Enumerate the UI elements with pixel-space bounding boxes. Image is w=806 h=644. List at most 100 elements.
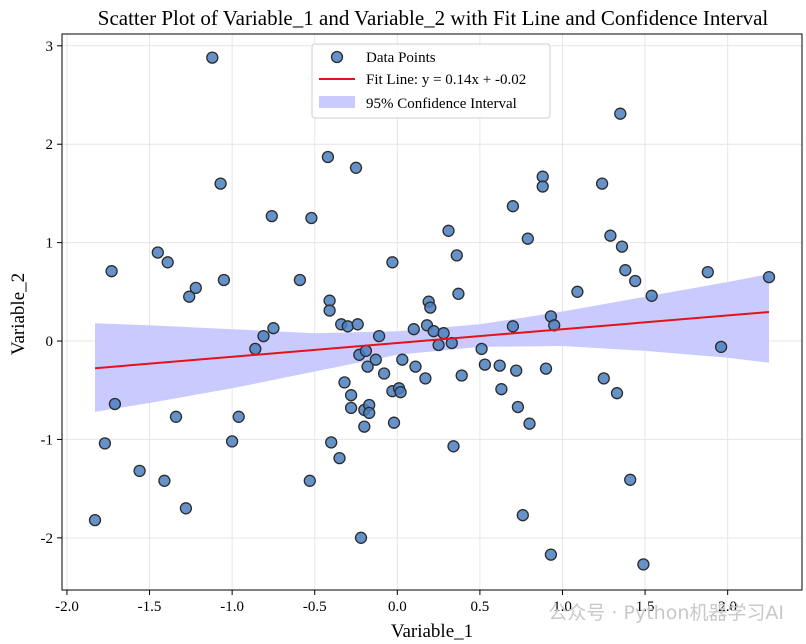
y-tick-label: 2 [46, 137, 54, 153]
data-point [450, 249, 463, 262]
data-point [293, 273, 307, 287]
x-tick-label: -2.0 [55, 599, 79, 615]
data-point [523, 417, 536, 430]
y-tick-label: -2 [41, 531, 54, 547]
data-point [427, 325, 440, 338]
data-point [624, 473, 637, 486]
data-point [615, 240, 629, 253]
data-point [341, 320, 354, 333]
data-point [344, 401, 358, 415]
data-point [604, 229, 617, 242]
x-tick-label: -0.5 [303, 599, 327, 615]
y-axis-label: Variable_2 [8, 273, 29, 355]
data-point [333, 451, 346, 465]
y-tick-label: 1 [46, 236, 54, 252]
data-point [206, 51, 219, 64]
x-axis-ticks: -2.0 -1.5 -1.0 -0.5 0.0 0.5 1.0 1.5 2.0 [55, 590, 737, 615]
data-point [544, 548, 558, 561]
data-point [571, 285, 584, 298]
data-point [359, 344, 373, 358]
x-tick-label: 1.0 [553, 599, 572, 615]
data-point [232, 410, 245, 423]
data-point [437, 327, 450, 340]
data-point [325, 436, 338, 449]
data-point [161, 256, 174, 269]
data-point [396, 353, 409, 366]
data-point [225, 435, 239, 448]
confidence-band [95, 274, 769, 412]
data-point [88, 513, 102, 527]
data-point [510, 364, 523, 377]
data-point [169, 410, 183, 423]
data-point [344, 389, 358, 402]
data-point [305, 211, 318, 225]
data-point [452, 287, 465, 300]
data-point [105, 265, 118, 278]
data-point [511, 400, 525, 414]
data-point [369, 353, 382, 366]
data-point [610, 387, 624, 400]
data-point [151, 246, 164, 259]
legend-points-marker [330, 50, 344, 64]
data-point [394, 386, 407, 399]
data-point [637, 558, 650, 571]
data-point [217, 273, 231, 287]
data-point [619, 264, 632, 277]
data-point [521, 232, 534, 245]
data-point [645, 289, 658, 302]
data-point [372, 329, 386, 343]
watermark-text: 公众号 · Python机器学习AI [548, 602, 784, 624]
data-point [98, 437, 112, 450]
y-tick-label: -1 [41, 432, 54, 448]
data-point [363, 406, 376, 420]
data-point [349, 161, 363, 174]
data-point [387, 416, 401, 429]
data-point [108, 397, 122, 411]
data-point [249, 342, 262, 356]
data-point [179, 502, 193, 515]
data-point [432, 338, 445, 352]
data-point [361, 360, 374, 373]
data-point [536, 180, 549, 193]
data-point [597, 372, 610, 385]
data-point [539, 362, 553, 375]
data-point [323, 304, 336, 317]
data-point [614, 107, 627, 120]
plot-frame [61, 33, 803, 591]
x-tick-label: -1.0 [220, 599, 244, 615]
data-point [189, 281, 202, 295]
fit-line-layer [94, 311, 770, 370]
data-points-layer [88, 51, 776, 571]
data-point [351, 318, 364, 331]
legend-band-marker [319, 96, 355, 108]
chart-title: Scatter Plot of Variable_1 and Variable_… [98, 6, 769, 30]
data-point [321, 150, 335, 164]
data-point [354, 531, 368, 544]
data-point [407, 323, 420, 336]
legend-box [311, 43, 551, 119]
data-point [762, 270, 776, 284]
legend-label-fit-line: Fit Line: y = 0.14x + -0.02 [366, 72, 526, 88]
data-point [424, 301, 437, 314]
x-tick-label: 0.0 [388, 599, 407, 615]
data-point [419, 372, 432, 385]
y-tick-label: 3 [46, 39, 54, 55]
data-point [516, 509, 529, 522]
data-point [629, 274, 642, 288]
data-point [377, 367, 391, 380]
data-point [493, 359, 506, 372]
data-point [386, 256, 399, 269]
data-point [267, 322, 280, 335]
x-tick-label: -1.5 [138, 599, 162, 615]
data-point [495, 383, 508, 396]
data-point [133, 464, 146, 478]
y-axis-ticks: -2 -1 0 1 2 3 [41, 39, 62, 547]
x-tick-label: 2.0 [718, 599, 737, 615]
data-point [183, 290, 196, 303]
x-tick-label: 0.5 [471, 599, 490, 615]
data-point [409, 360, 422, 373]
data-point [447, 440, 460, 453]
legend: Data Points Fit Line: y = 0.14x + -0.02 … [311, 43, 551, 119]
data-point [265, 209, 278, 223]
